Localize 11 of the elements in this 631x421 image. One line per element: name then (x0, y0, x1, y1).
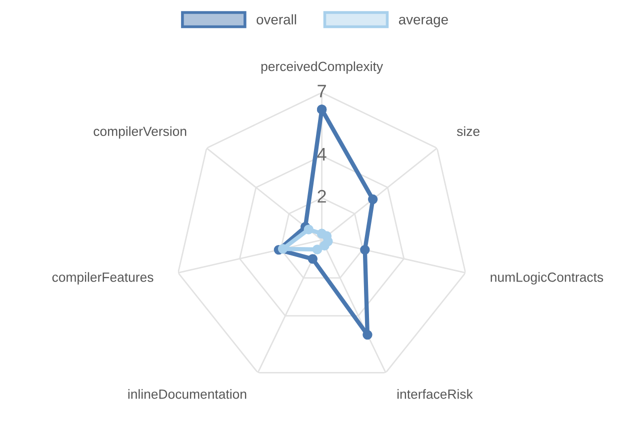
spoke-label: interfaceRisk (397, 389, 473, 399)
spoke-label: compilerFeatures (52, 272, 154, 284)
spoke-label: compilerVersion (94, 126, 186, 139)
legend-label: overall (256, 14, 296, 24)
legend-label: average (398, 16, 448, 28)
y-tick-label: 2 (318, 190, 326, 203)
spoke-label: inlineDocumentation (128, 389, 246, 399)
spoke-label: size (456, 126, 480, 136)
spoke-label: numLogicContracts (490, 272, 604, 284)
y-tick-label: 7 (318, 84, 326, 98)
spoke-label: perceivedComplexity (261, 61, 384, 74)
